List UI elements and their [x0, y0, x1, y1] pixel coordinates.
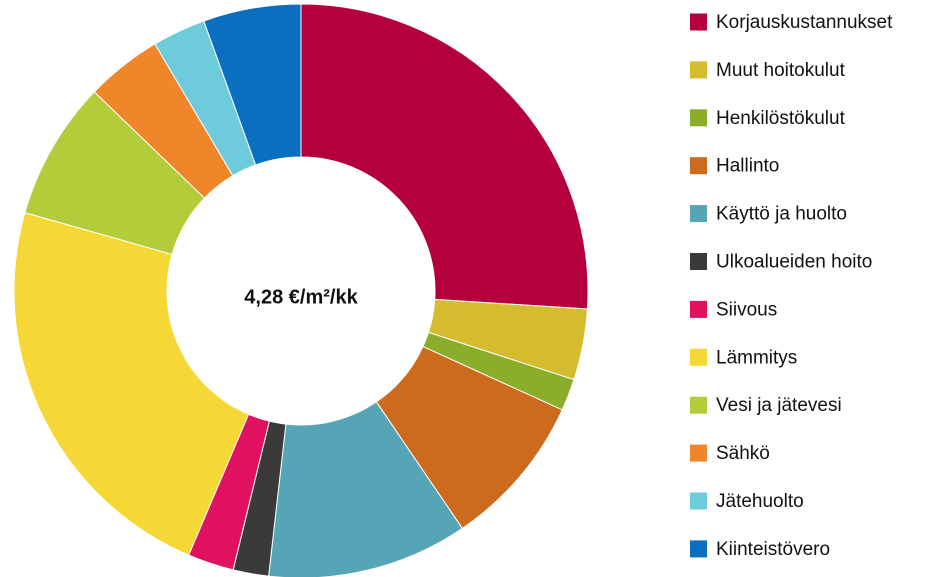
donut-segment	[300, 3, 589, 310]
legend-label: Lämmitys	[716, 347, 797, 368]
legend-label: Hallinto	[716, 156, 779, 177]
legend-label: Siivous	[716, 299, 777, 320]
legend-swatch	[690, 300, 707, 318]
legend-label: Jätehuolto	[716, 491, 804, 512]
legend-swatch	[690, 253, 707, 270]
center-label: 4,28 €/m²/kk	[244, 286, 358, 308]
legend-swatch	[690, 444, 707, 462]
donut-segment	[203, 3, 302, 166]
legend-label: Sähkö	[716, 443, 770, 464]
legend-swatch	[690, 205, 707, 223]
legend-swatch	[690, 396, 707, 414]
legend-swatch	[690, 348, 707, 366]
legend-swatch	[690, 492, 707, 510]
legend-label: Korjauskustannukset	[716, 12, 893, 33]
legend-label: Kiinteistövero	[716, 539, 830, 560]
donut-segment	[13, 212, 250, 556]
legend-label: Käyttö ja huolto	[716, 204, 847, 225]
legend-swatch	[690, 109, 707, 127]
legend-label: Muut hoitokulut	[716, 60, 846, 81]
legend-label: Ulkoalueiden hoito	[716, 252, 872, 273]
legend-swatch	[690, 61, 707, 79]
legend-swatch	[690, 13, 707, 31]
legend-label: Henkilöstökulut	[716, 108, 846, 129]
legend-swatch	[690, 157, 707, 175]
legend-swatch	[690, 540, 707, 558]
legend-label: Vesi ja jätevesi	[716, 395, 842, 416]
